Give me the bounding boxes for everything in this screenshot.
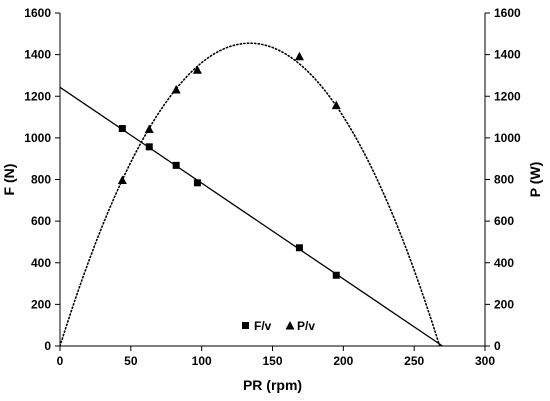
y-right-tick-label: 400 [494,256,514,270]
y-right-tick-label: 1400 [494,48,521,62]
x-tick-label: 100 [192,354,212,368]
x-tick-label: 50 [124,354,138,368]
y-axis-left-title: F (N) [1,164,17,196]
y-axis-right-title: P (W) [527,162,543,198]
fit-lines [59,42,444,347]
x-tick-label: 300 [475,354,495,368]
data-point-p [294,51,304,61]
legend-label-f: F/v [254,319,272,333]
y-left-tick-label: 0 [44,339,51,353]
data-point-f [145,143,153,151]
fit-curve-p [59,42,444,347]
legend-label-p: P/v [297,319,315,333]
x-tick-label: 0 [57,354,64,368]
data-point-f [332,271,340,279]
legend-square-marker [242,322,249,329]
y-right-tick-label: 200 [494,297,514,311]
data-point-p [117,175,127,185]
data-point-f [118,125,126,133]
data-point-p [171,85,181,94]
legend: F/v P/v [242,319,315,333]
data-point-f [193,179,201,187]
x-tick-label: 250 [404,354,424,368]
y-right-tick-label: 0 [494,339,501,353]
data-point-p [192,65,202,74]
x-tick-label: 150 [262,354,282,368]
y-left-tick-label: 800 [31,173,51,187]
data-point-f [295,244,303,252]
y-right-tick-label: 1000 [494,131,521,145]
markers [117,51,341,279]
y-right-tick-label: 1600 [494,6,521,20]
y-right-tick-label: 1200 [494,89,521,103]
y-right-tick-label: 600 [494,214,514,228]
data-point-p [144,124,154,134]
fit-line-f [59,86,443,347]
ticks: 0 50 100 150 200 250 3000200400600800100012001… [24,6,521,368]
data-point-f [172,161,180,169]
y-left-tick-label: 400 [31,256,51,270]
y-right-tick-label: 800 [494,173,514,187]
y-left-tick-label: 1400 [24,48,51,62]
x-tick-label: 200 [333,354,353,368]
y-left-tick-label: 1000 [24,131,51,145]
data-point-p [331,100,341,110]
y-left-tick-label: 1600 [24,6,51,20]
y-left-tick-label: 600 [31,214,51,228]
legend-triangle-marker [285,321,295,330]
x-axis-title: PR (rpm) [243,377,302,393]
y-left-tick-label: 200 [31,297,51,311]
y-left-tick-label: 1200 [24,89,51,103]
